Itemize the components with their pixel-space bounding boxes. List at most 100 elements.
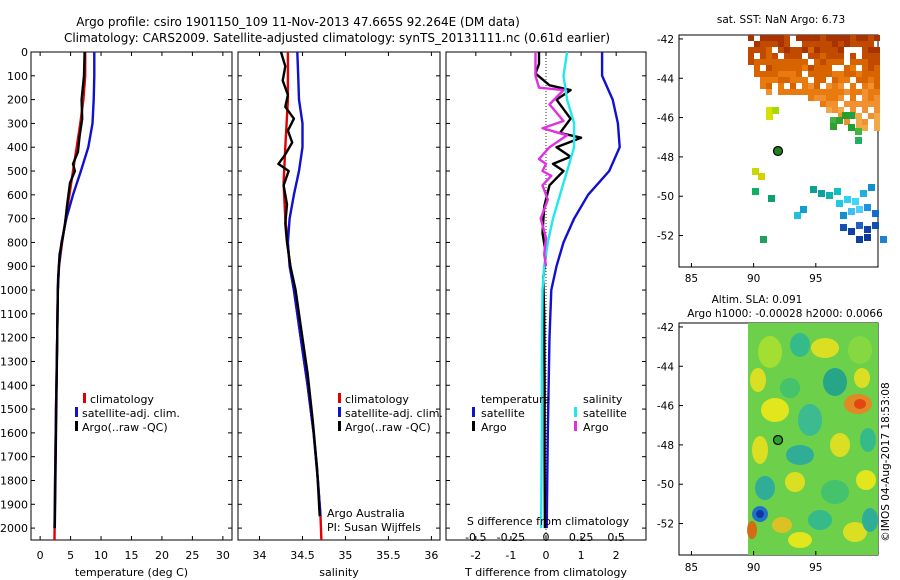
sst-cell	[862, 107, 868, 113]
sst-cell	[834, 188, 841, 195]
s-diff-tick-label: 0.25	[569, 531, 594, 544]
sst-cell	[766, 83, 772, 89]
sst-cell	[808, 35, 814, 41]
map-x-tick-label: 95	[809, 562, 822, 574]
sst-cell	[862, 89, 868, 95]
sst-cell	[826, 89, 832, 95]
sla-map-title: Altim. SLA: 0.091	[712, 294, 803, 306]
sst-cell	[874, 119, 880, 125]
x-tick-label: 36	[424, 549, 438, 562]
salinity-legend: climatology satellite-adj. clim. Argo(..…	[338, 393, 443, 434]
sst-cell	[862, 71, 868, 77]
sst-cell	[778, 59, 784, 65]
sst-cell	[814, 89, 820, 95]
map-x-tick-label: 90	[747, 562, 760, 574]
sst-cell	[808, 89, 814, 95]
sst-cell	[874, 59, 880, 65]
y-tick-label: 1300	[0, 355, 28, 368]
sst-cell	[860, 190, 867, 197]
sla-field	[747, 323, 878, 555]
sst-cell	[872, 222, 879, 229]
sst-cell	[760, 71, 766, 77]
sst-cell	[850, 35, 856, 41]
sst-cell	[772, 77, 778, 83]
map-y-tick-label: -42	[657, 322, 674, 334]
legend-swatch-satellite	[338, 407, 341, 417]
legend-label-climatology: climatology	[345, 393, 409, 406]
sst-cell	[840, 212, 847, 219]
sst-cell	[838, 83, 844, 89]
salinity-panel: 34 34.5 35 35.5 36 salinity	[237, 51, 441, 579]
sst-cell	[808, 83, 814, 89]
sst-cell	[802, 89, 808, 95]
difference-panel: -2 -1 0 1 2 T difference from climatology -0.5…	[445, 51, 647, 579]
sla-anomaly-patch	[755, 476, 775, 500]
sst-cell	[832, 95, 838, 101]
sst-cell	[838, 53, 844, 59]
sst-cell	[820, 35, 826, 41]
sst-cell	[766, 47, 772, 53]
sst-cell	[826, 53, 832, 59]
sst-cell	[862, 83, 868, 89]
y-tick-label: 1500	[0, 403, 28, 416]
sst-cell	[862, 59, 868, 65]
sst-cell	[862, 101, 868, 107]
sst-cell	[796, 53, 802, 59]
map-y-tick-label: -44	[657, 361, 674, 373]
sst-cell	[802, 65, 808, 71]
series-argo-raw-qc-	[53, 51, 86, 529]
legend-label-argo: Argo(..raw -QC)	[345, 421, 431, 434]
sst-cell	[844, 71, 850, 77]
sst-cell	[856, 222, 863, 229]
sst-cell	[832, 35, 838, 41]
sst-cell	[848, 124, 855, 131]
y-tick-label: 400	[7, 141, 28, 154]
sst-cell	[784, 41, 790, 47]
sst-cell	[868, 89, 874, 95]
sst-cell	[772, 35, 778, 41]
sst-cell	[766, 53, 772, 59]
s-diff-tick-label: 0	[543, 531, 550, 544]
sst-cell	[840, 224, 847, 231]
sst-cell	[856, 206, 863, 213]
sst-cell	[748, 53, 754, 59]
x-tick-label: 10	[94, 549, 108, 562]
sst-cell	[760, 41, 766, 47]
sst-cell	[754, 41, 760, 47]
sst-cell	[820, 53, 826, 59]
x-tick-label: 0	[37, 549, 44, 562]
sst-cell	[838, 77, 844, 83]
sst-cell	[784, 77, 790, 83]
sst-cell	[766, 65, 772, 71]
sst-cell	[784, 59, 790, 65]
sst-cell	[778, 71, 784, 77]
sst-cell	[868, 101, 874, 107]
map-y-tick-label: -52	[657, 519, 674, 531]
sst-cell	[850, 71, 856, 77]
sst-cell	[760, 77, 766, 83]
sst-cell	[874, 89, 880, 95]
sst-cell	[784, 35, 790, 41]
difference-legend: temperature salinity satellite Argo sate…	[472, 393, 627, 434]
sst-cell	[752, 168, 759, 175]
sst-cell	[862, 41, 868, 47]
y-tick-label: 1200	[0, 332, 28, 345]
y-tick-label: 1800	[0, 474, 28, 487]
sla-anomaly-patch	[856, 470, 876, 490]
sst-cell	[766, 35, 772, 41]
sst-cell	[766, 41, 772, 47]
sst-cell	[772, 41, 778, 47]
sst-cell	[868, 71, 874, 77]
sla-anomaly-patch	[854, 399, 866, 409]
sst-cell	[752, 188, 759, 195]
sst-cell	[826, 192, 833, 199]
temperature-legend: climatology satellite-adj. clim. Argo(..…	[75, 393, 180, 434]
sst-cell	[832, 107, 838, 113]
sst-cell	[754, 71, 760, 77]
sst-cell	[826, 47, 832, 53]
sst-cell	[868, 53, 874, 59]
sst-cell	[790, 65, 796, 71]
sst-cell	[874, 83, 880, 89]
sst-cell	[856, 35, 862, 41]
sst-cell	[862, 65, 868, 71]
